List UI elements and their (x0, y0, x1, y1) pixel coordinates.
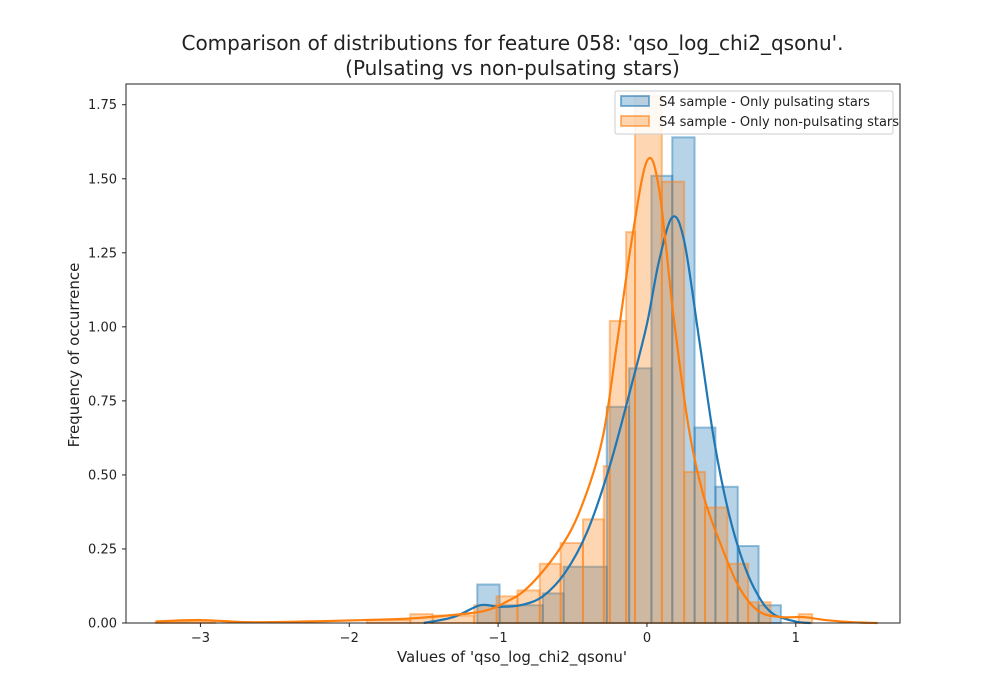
x-tick-label: −1 (489, 631, 508, 646)
hist-bar-s1-12 (625, 231, 637, 624)
axes-frame (125, 83, 901, 624)
kde-line-s1 (155, 156, 878, 625)
y-tick-label: 0.50 (88, 468, 117, 483)
y-tick-label: 0.00 (88, 617, 117, 632)
histogram-series-1 (154, 94, 814, 625)
legend-label-non-pulsating: S4 sample - Only non-pulsating stars (659, 115, 899, 130)
plot-layer (154, 94, 878, 625)
axes-layer: −3 −2 −1 0 1 0.00 0.25 0.50 0.75 1.00 1.25 1.50 1.75 (88, 83, 901, 646)
histogram-series-0 (476, 136, 782, 625)
legend-swatch-non-pulsating (620, 115, 650, 127)
x-axis-label: Values of 'qso_log_chi2_qsonu' (397, 648, 627, 667)
y-tick-label: 0.75 (88, 394, 117, 409)
x-tick-label: 1 (792, 631, 800, 646)
y-tick-label: 1.00 (88, 320, 117, 335)
x-tick-label: 0 (643, 631, 651, 646)
y-tick-label: 0.25 (88, 542, 117, 557)
legend-label-pulsating: S4 sample - Only pulsating stars (659, 95, 870, 110)
chart-title-line-1: Comparison of distributions for feature … (181, 31, 844, 55)
hist-bar-s1-15 (683, 470, 707, 625)
legend: S4 sample - Only pulsating stars S4 samp… (614, 90, 899, 135)
hist-bar-s1-16 (704, 506, 729, 624)
y-axis-label: Frequency of occurrence (65, 263, 83, 448)
legend-frame (614, 90, 894, 135)
hist-bar-s1-6 (516, 589, 541, 625)
y-tick-label: 1.25 (88, 246, 117, 261)
x-tick-label: −3 (191, 631, 210, 646)
kde-line-s0 (423, 215, 811, 625)
hist-bar-s1-8 (559, 542, 584, 624)
hist-bar-s1-17 (726, 562, 750, 624)
legend-swatch-pulsating (620, 95, 650, 107)
hist-bar-s1-11 (608, 319, 628, 624)
hist-bar-s0-3 (562, 565, 608, 625)
y-tick-label: 1.50 (88, 172, 117, 187)
x-tick-label: −2 (340, 631, 359, 646)
chart-title-line-2: (Pulsating vs non-pulsating stars) (345, 56, 680, 80)
y-tick-label: 1.75 (88, 98, 117, 113)
